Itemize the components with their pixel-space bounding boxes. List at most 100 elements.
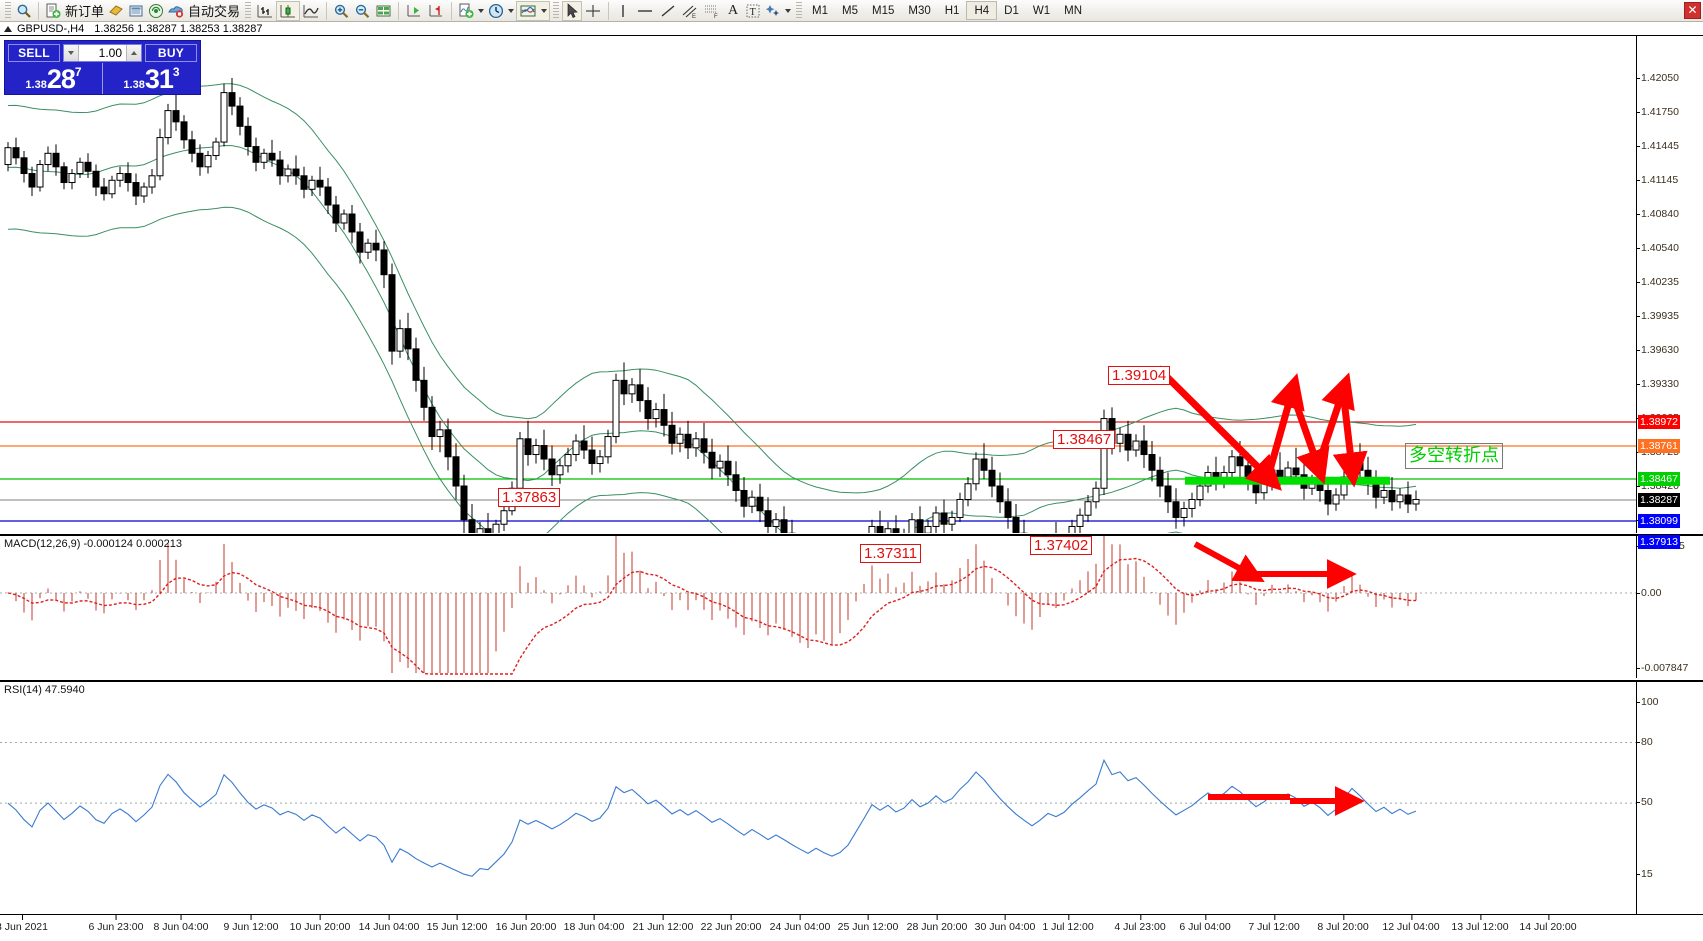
cursor-button[interactable]	[562, 0, 583, 21]
data-window-button[interactable]	[373, 1, 394, 21]
new-order-label: 新订单	[65, 5, 105, 20]
trendline-button[interactable]	[657, 1, 679, 21]
buy-price[interactable]: 1.38 31 3	[102, 63, 200, 94]
horizontal-line-button[interactable]	[633, 1, 657, 21]
macd-axis[interactable]: 0.0025650.00-0.007847	[1636, 536, 1703, 678]
time-tick: 6 Jul 04:00	[1179, 914, 1231, 933]
objects-button[interactable]	[763, 1, 793, 21]
sell-price[interactable]: 1.38 28 7	[5, 63, 102, 94]
timeframe-m5[interactable]: M5	[842, 4, 858, 17]
price-tag-blue-level[interactable]: 1.38099	[1638, 514, 1680, 528]
timeframe-w1[interactable]: W1	[1032, 4, 1051, 17]
fibonacci-retracement-button[interactable]: F	[701, 1, 723, 21]
timeframe-h4[interactable]: H4	[966, 1, 998, 20]
one-click-trading-panel[interactable]: SELL 1.00 BUY 1.38 28 7 1.38 31 3	[4, 40, 201, 95]
timeframe-m1[interactable]: M1	[812, 4, 829, 17]
macd-plot-area[interactable]	[0, 536, 1636, 678]
vertical-line-button[interactable]	[613, 1, 633, 21]
toolbar-grip[interactable]	[5, 1, 11, 20]
timeframe-m15[interactable]: M15	[872, 4, 895, 17]
timeframe-mn[interactable]: MN	[1064, 4, 1082, 17]
price-axis[interactable]: 1.42050 1.41750 1.41445 1.41145 1.40840 1.405…	[1636, 36, 1703, 628]
crosshair-button[interactable]	[582, 1, 604, 21]
chart-shift-button[interactable]	[425, 1, 447, 21]
time-tick: 18 Jun 04:00	[563, 914, 625, 933]
toolbar-separator-3	[398, 1, 400, 20]
metaeditor-icon[interactable]	[106, 1, 126, 21]
zoom-out-button[interactable]	[352, 1, 373, 21]
time-tick: 10 Jun 20:00	[289, 914, 351, 933]
toolbar-separator-4	[451, 1, 453, 20]
price-tag-current-price[interactable]: 1.38287	[1638, 493, 1680, 507]
main-toolbar[interactable]: 新订单 自动交易	[0, 0, 1703, 22]
price-tick: 1.39935	[1637, 310, 1679, 322]
terminal-icon[interactable]	[126, 1, 146, 21]
volume-stepper[interactable]: 1.00	[63, 44, 142, 62]
price-plot-area[interactable]	[0, 36, 1636, 533]
text-label-button[interactable]: T	[743, 1, 763, 21]
toolbar-grip-4[interactable]	[796, 1, 803, 20]
toolbar-separator-2	[326, 1, 328, 20]
templates-button[interactable]	[516, 0, 551, 21]
price-tag-resistance-level[interactable]: 1.38972	[1638, 415, 1680, 429]
text-button[interactable]: A	[727, 2, 739, 18]
indicators-button[interactable]	[456, 1, 486, 21]
volume-input[interactable]: 1.00	[98, 46, 122, 60]
equidistant-channel-button[interactable]: E	[679, 1, 701, 21]
macd-pane[interactable]: MACD(12,26,9) -0.000124 0.000213 0.00256…	[0, 534, 1703, 678]
price-tag-orange-level[interactable]: 1.38761	[1638, 439, 1680, 453]
time-tick: 9 Jun 12:00	[223, 914, 279, 933]
line-chart-button[interactable]	[300, 1, 322, 21]
chevron-down-icon[interactable]	[478, 8, 485, 13]
time-tick: 25 Jun 12:00	[837, 914, 899, 933]
time-tick: 7 Jul 12:00	[1248, 914, 1300, 933]
view-icon[interactable]	[14, 1, 34, 21]
bar-chart-button[interactable]	[254, 1, 276, 21]
rsi-plot-area[interactable]	[0, 682, 1636, 914]
signals-icon[interactable]	[146, 1, 166, 21]
timeframe-h1[interactable]: H1	[944, 4, 960, 17]
chart-header: GBPUSD-,H4 1.38256 1.38287 1.38253 1.382…	[0, 22, 1703, 36]
macd-tick: 0.00	[1636, 587, 1662, 599]
svg-text:E: E	[692, 14, 696, 19]
timeframe-d1[interactable]: D1	[1004, 4, 1019, 17]
auto-scroll-button[interactable]	[403, 1, 425, 21]
chevron-down-icon-2[interactable]	[508, 8, 515, 13]
time-tick: 24 Jun 04:00	[769, 914, 831, 933]
close-icon[interactable]: ✕	[1684, 2, 1701, 19]
autotrading-label: 自动交易	[188, 5, 241, 20]
buy-price-sup: 3	[172, 65, 180, 79]
price-tag-blue-level-2[interactable]: 1.37913	[1638, 535, 1680, 549]
rsi-axis[interactable]: 100 80 50 15	[1636, 682, 1703, 914]
periods-button[interactable]	[486, 1, 516, 21]
price-tag-support-level[interactable]: 1.38467	[1638, 472, 1680, 486]
zoom-in-button[interactable]	[331, 1, 352, 21]
trend-reversal-note: 多空转折点	[1405, 443, 1503, 469]
timeframe-m30[interactable]: M30	[908, 4, 931, 17]
rsi-pane[interactable]: RSI(14) 47.5940 100 80 50 15	[0, 680, 1703, 914]
autotrading-button[interactable]: 自动交易	[166, 1, 242, 21]
time-tick: 14 Jul 20:00	[1519, 914, 1577, 933]
chevron-down-icon-4[interactable]	[785, 8, 792, 13]
rsi-chart-svg	[0, 741, 1636, 877]
rsi-tick: 15	[1637, 868, 1653, 880]
rsi-label: RSI(14) 47.5940	[4, 684, 85, 696]
sell-button[interactable]: SELL	[8, 44, 60, 62]
swing-low-label-3: 1.37402	[1030, 536, 1093, 555]
volume-increase-button[interactable]	[126, 45, 141, 61]
time-tick: 4 Jul 23:00	[1114, 914, 1166, 933]
candlestick-chart-button[interactable]	[276, 0, 301, 21]
price-tick: 1.40235	[1637, 276, 1679, 288]
rsi-tick: 80	[1637, 736, 1653, 748]
swing-low-label-2: 1.37311	[860, 544, 922, 563]
toolbar-grip-3[interactable]	[553, 1, 560, 20]
volume-decrease-button[interactable]	[64, 45, 79, 61]
price-pane[interactable]: 1.42050 1.41750 1.41445 1.41145 1.40840 1.405…	[0, 36, 1703, 628]
toolbar-grip-2[interactable]	[245, 1, 252, 20]
expand-triangle-icon[interactable]	[4, 25, 12, 32]
price-tick: 1.42050	[1637, 72, 1679, 84]
buy-button[interactable]: BUY	[145, 44, 197, 62]
new-order-button[interactable]: 新订单	[43, 1, 106, 21]
chevron-down-icon-3[interactable]	[541, 8, 548, 13]
time-axis[interactable]: 3 Jun 2021 6 Jun 23:00 8 Jun 04:00 9 Jun 12…	[0, 914, 1703, 941]
